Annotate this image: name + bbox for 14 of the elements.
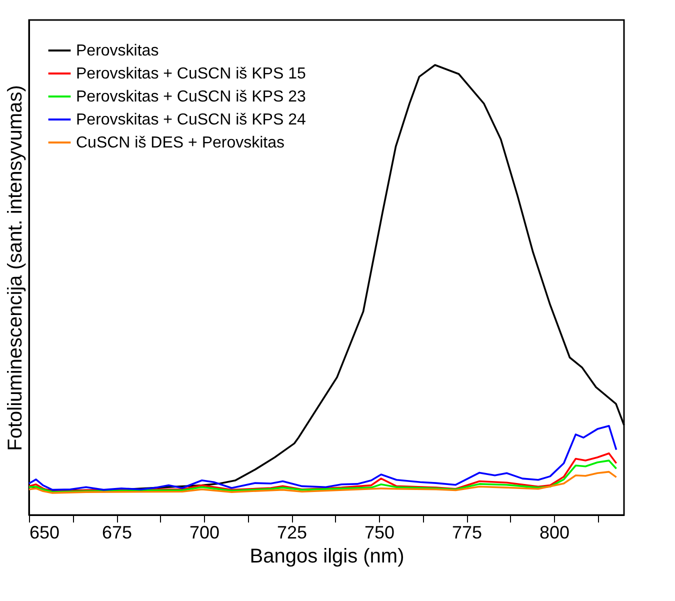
x-tick-label: 650 (30, 522, 60, 542)
x-tick-label: 800 (539, 522, 570, 542)
legend-label: Perovskitas + CuSCN iš KPS 24 (76, 112, 306, 128)
x-tick-label: 700 (189, 522, 220, 542)
x-tick-label: 675 (102, 522, 132, 542)
x-tick-label: 725 (276, 522, 308, 542)
legend-label: CuSCN iš DES + Perovskitas (76, 134, 285, 152)
legend-label: Perovskitas + CuSCN iš KPS 15 (76, 66, 306, 82)
x-tick-label: 750 (364, 522, 395, 542)
legend-label: Perovskitas + CuSCN iš KPS 23 (76, 88, 306, 106)
x-tick-label: 775 (452, 522, 482, 542)
y-axis-title: Fotoliuminescencija (sant. intensyvumas) (4, 85, 26, 451)
x-axis-title: Bangos ilgis (nm) (250, 546, 404, 568)
legend-label: Perovskitas (76, 42, 159, 60)
